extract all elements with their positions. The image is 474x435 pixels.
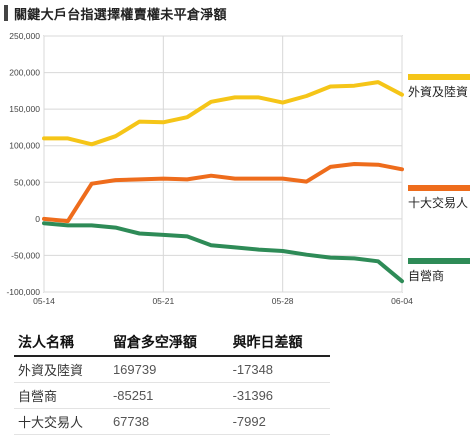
title-accent-bar [4,5,8,21]
cell-institution: 自營商 [14,382,109,409]
x-tick-label: 05-14 [33,296,55,306]
y-tick-label: 250,000 [9,31,40,41]
x-tick-label: 06-04 [391,296,413,306]
cell-daily-change: -31396 [228,382,330,409]
y-tick-label: -100,000 [6,287,40,297]
chart-title: 關鍵大戶台指選擇權賣權未平倉淨額 [14,7,227,23]
cell-daily-change: -17348 [228,356,330,383]
cell-net-position: 169739 [108,356,229,383]
title-block: 關鍵大戶台指選擇權賣權未平倉淨額 [4,3,470,23]
table-row: 外資及陸資 169739 -17348 [14,356,330,383]
series-line-1 [42,162,404,224]
y-tick-label: 150,000 [9,104,40,114]
series-line-0 [42,80,404,147]
table-header-row: 法人名稱 留倉多空淨額 與昨日差額 [14,330,330,357]
cell-net-position: 67738 [108,408,229,435]
y-tick-label: 100,000 [9,141,40,151]
cell-institution: 十大交易人 [14,408,109,435]
header-institution: 法人名稱 [14,330,109,357]
cell-daily-change: -7992 [228,408,330,435]
x-tick-label: 05-28 [272,296,294,306]
cell-net-position: -85251 [108,382,229,409]
table-row: 十大交易人 67738 -7992 [14,408,330,435]
legend-swatch [408,258,470,264]
y-tick-label: 50,000 [14,177,40,187]
series-line-2 [42,221,404,284]
cell-institution: 外資及陸資 [14,356,109,383]
header-net-position: 留倉多空淨額 [108,330,229,357]
summary-table: 法人名稱 留倉多空淨額 與昨日差額 外資及陸資 169739 -17348 自營… [14,330,330,435]
legend-swatch [408,74,470,80]
y-tick-label: -50,000 [11,250,40,260]
legend-label: 十大交易人 [408,195,468,210]
y-tick-label: 0 [35,214,40,224]
legend-label: 外資及陸資 [408,85,468,99]
legend-swatch [408,185,470,191]
line-chart: 250,000 200,000 150,000 100,000 50,000 0 -50,0… [6,31,470,306]
x-tick-label: 05-21 [152,296,174,306]
header-daily-change: 與昨日差額 [228,330,330,357]
y-tick-label: 200,000 [9,68,40,78]
table-row: 自營商 -85251 -31396 [14,382,330,409]
legend-label: 自營商 [408,268,444,283]
